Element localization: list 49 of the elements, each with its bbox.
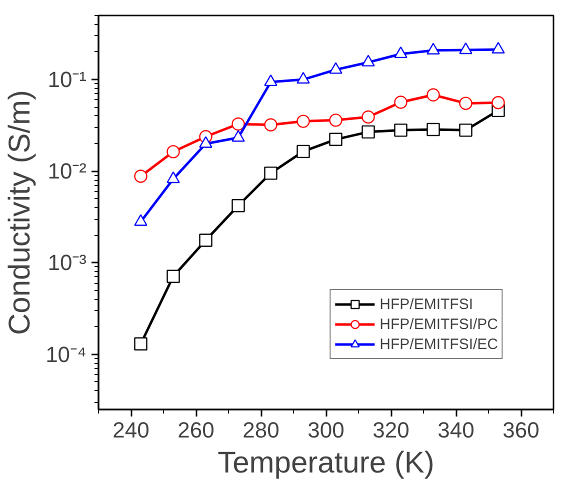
point [134,337,148,351]
point [296,72,310,84]
point [394,124,408,137]
point [166,270,180,283]
point [426,88,440,102]
point [362,54,375,66]
legend-label: HFP/EMITFSI/PC [380,315,498,333]
x-tick-label: 280 [242,418,280,442]
point [329,132,342,146]
point [426,42,440,54]
point [459,96,472,110]
y-tick-label: 10⁻³ [48,250,86,276]
y-axis-title: Conductivity (S/m) [4,90,37,336]
y-tick-label: 10⁻² [48,158,86,184]
point [459,42,472,54]
point [362,110,375,124]
point [232,199,245,212]
x-tick-label: 340 [438,418,474,442]
point [166,172,180,184]
y-tick-label: 10⁻¹ [48,67,86,92]
point [264,118,278,132]
point [264,166,278,180]
y-tick-label: 10⁻⁴ [46,342,87,367]
x-axis-title: Temperature (K) [218,446,434,480]
point [492,96,505,110]
point [492,42,505,54]
legend-label: HFP/EMITFSI [380,295,473,313]
x-tick-label: 360 [502,418,540,442]
point [232,117,245,131]
point [394,96,408,109]
point [296,114,310,128]
legend-label: HFP/EMITFSI/EC [380,335,498,353]
point [232,130,245,142]
x-tick-label: 320 [372,418,410,442]
point [264,74,278,86]
point [199,234,212,247]
point [329,114,342,127]
point [362,125,375,139]
x-tick-label: 240 [112,418,150,442]
point [426,122,440,136]
point [394,46,408,58]
x-tick-label: 260 [178,418,214,442]
point [329,62,342,74]
point [459,124,472,137]
point [296,144,310,158]
point [199,136,212,148]
x-tick-label: 300 [308,418,344,442]
point [134,170,148,183]
point [166,145,180,158]
